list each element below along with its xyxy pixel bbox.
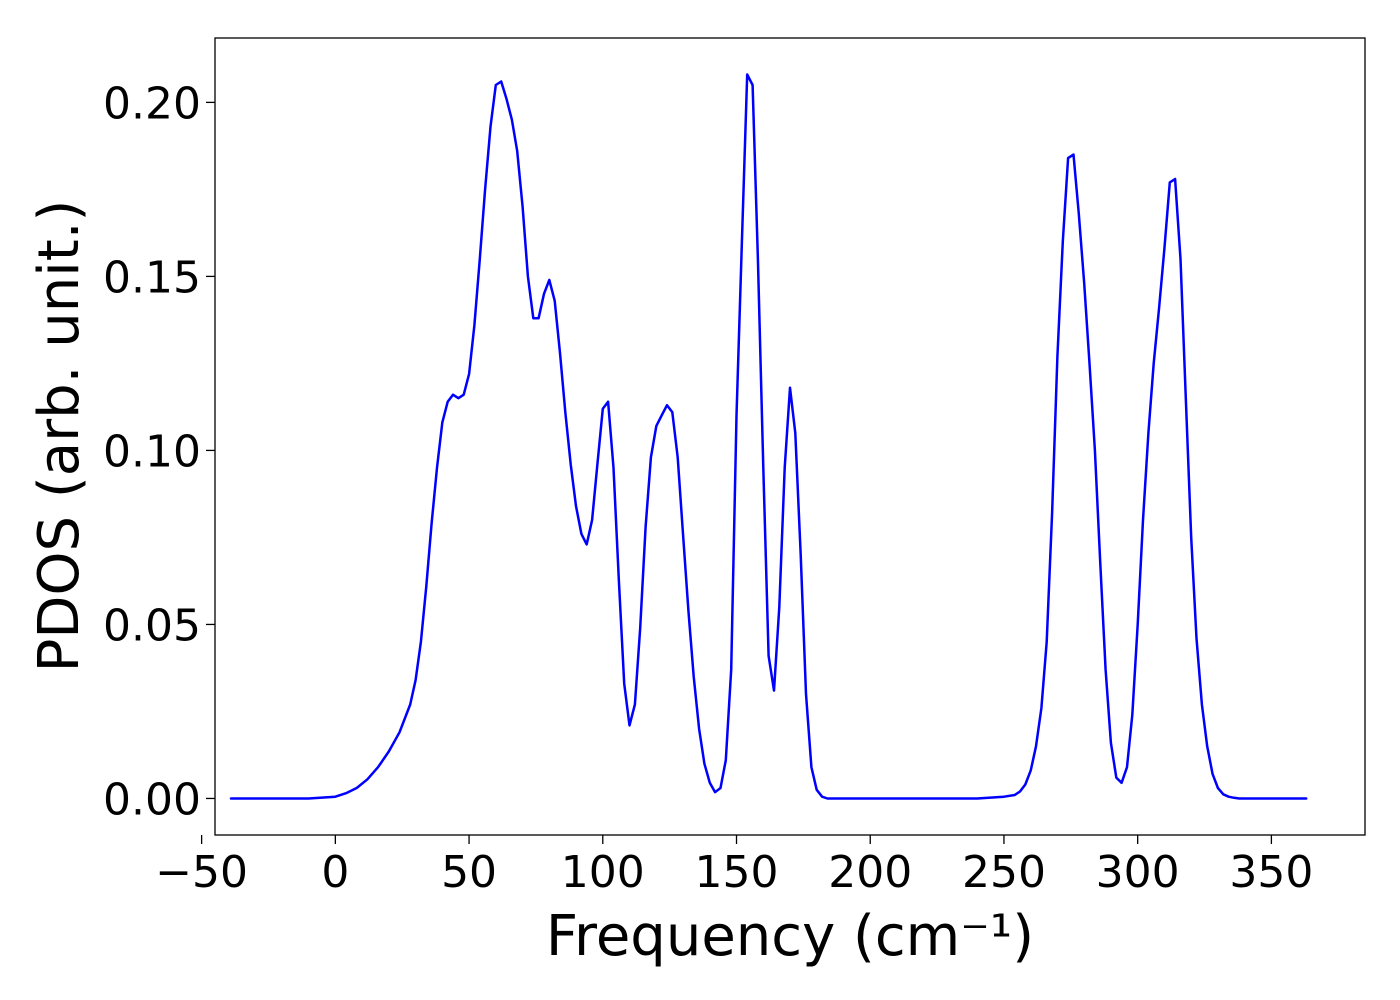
y-tick-label: 0.00 xyxy=(103,774,201,825)
x-tick-label: 350 xyxy=(1229,847,1313,898)
x-tick-label: −50 xyxy=(155,847,248,898)
y-axis-ticks: 0.00 0.05 0.10 0.15 0.20 xyxy=(103,78,215,825)
y-axis-label: PDOS (arb. unit.) xyxy=(27,200,92,673)
y-tick-label: 0.05 xyxy=(103,600,201,651)
plot-frame xyxy=(214,37,1366,836)
x-tick-label: 300 xyxy=(1096,847,1180,898)
x-tick-label: 250 xyxy=(962,847,1046,898)
x-tick-label: 150 xyxy=(695,847,779,898)
y-tick-label: 0.20 xyxy=(103,78,201,129)
plot-background xyxy=(215,38,1365,835)
x-axis-label: Frequency (cm⁻¹) xyxy=(546,904,1034,969)
x-tick-label: 0 xyxy=(321,847,349,898)
x-tick-label: 50 xyxy=(441,847,497,898)
x-axis-ticks: −50 0 50 100 150 200 250 300 350 xyxy=(155,835,1313,898)
x-tick-label: 200 xyxy=(828,847,912,898)
pdos-series-line xyxy=(229,73,1308,800)
x-tick-label: 100 xyxy=(561,847,645,898)
y-tick-label: 0.15 xyxy=(103,252,201,303)
y-tick-label: 0.10 xyxy=(103,426,201,477)
